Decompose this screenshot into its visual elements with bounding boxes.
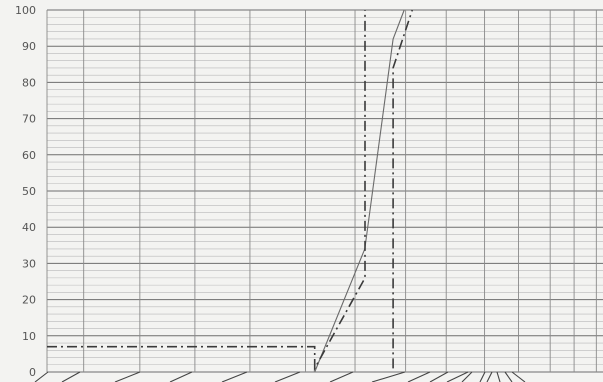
fan-line — [169, 371, 193, 382]
fan-line — [429, 371, 449, 382]
y-tick-label: 80 — [22, 76, 36, 89]
y-tick-label: 30 — [22, 257, 36, 270]
y-tick-label: 70 — [22, 113, 36, 126]
fan-line — [371, 371, 406, 382]
vertical-gridlines — [46, 10, 597, 372]
dash-dot-curve — [392, 9, 414, 369]
y-tick-label: 100 — [15, 4, 36, 17]
fan-line — [496, 371, 501, 382]
y-tick-label: 90 — [22, 40, 36, 53]
data-series — [47, 9, 414, 373]
fan-line — [329, 371, 354, 382]
fan-line — [446, 371, 469, 382]
dash-dot-curve — [47, 10, 366, 372]
fan-line — [114, 371, 141, 382]
y-tick-label: 60 — [22, 149, 36, 162]
y-tick-label: 10 — [22, 330, 36, 343]
y-tick-label: 50 — [22, 185, 36, 198]
y-axis-ticks: 0 10 20 30 40 50 60 70 80 90 100 — [15, 4, 36, 379]
fan-line — [511, 371, 526, 382]
fan-line — [221, 371, 248, 382]
solid-curve — [314, 9, 405, 373]
fan-line — [34, 371, 49, 382]
fan-line — [504, 371, 513, 382]
x-axis-fan-lines — [34, 371, 526, 382]
fan-line — [486, 371, 493, 382]
fan-line — [461, 371, 473, 382]
major-gridlines — [47, 9, 603, 373]
fan-line — [274, 371, 301, 382]
fan-line — [407, 371, 431, 382]
y-tick-label: 20 — [22, 294, 36, 307]
y-tick-label: 40 — [22, 221, 36, 234]
y-tick-label: 0 — [29, 366, 36, 379]
fan-line — [479, 371, 486, 382]
fan-line — [61, 371, 81, 382]
